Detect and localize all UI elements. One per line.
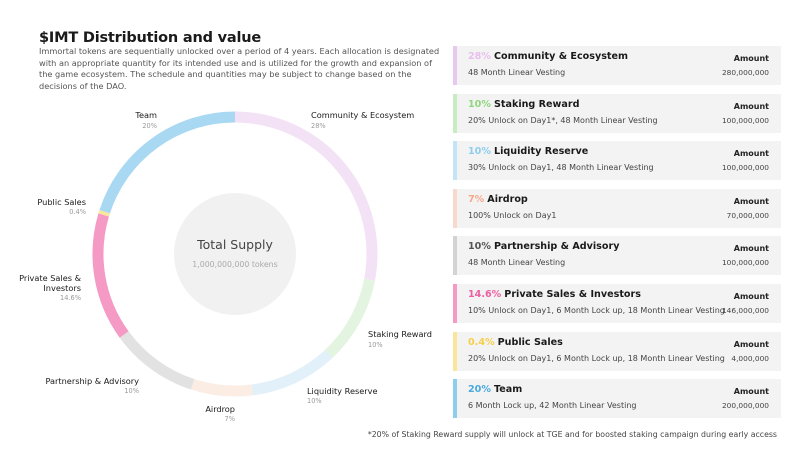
slice-label-private-sales-line2: Investors bbox=[43, 283, 81, 293]
allocation-card: 7% Airdrop 100% Unlock on Day1 Amount 70,… bbox=[453, 188, 781, 228]
allocation-vesting: 100% Unlock on Day1 bbox=[468, 210, 557, 220]
allocation-amount-label: Amount bbox=[733, 387, 769, 397]
donut-slice-community-ecosystem bbox=[234, 111, 378, 281]
allocation-vesting: 30% Unlock on Day1, 48 Month Linear Vest… bbox=[468, 163, 654, 173]
allocation-heading: 10% Partnership & Advisory bbox=[468, 241, 619, 252]
allocation-card: 14.6% Private Sales & Investors 10% Unloc… bbox=[453, 284, 781, 323]
allocation-amount-label: Amount bbox=[733, 54, 769, 63]
page-description: Immortal tokens are sequentially unlocke… bbox=[39, 46, 440, 91]
donut-slice-partnership-advisory bbox=[119, 331, 195, 390]
allocation-amount-label: Amount bbox=[733, 244, 769, 254]
donut-slice-public-sales bbox=[98, 209, 110, 217]
center-title: Total Supply bbox=[196, 237, 273, 252]
allocation-percent: 14.6% bbox=[468, 289, 502, 300]
center-disc bbox=[174, 193, 296, 315]
slice-label-private-sales-line1: Private Sales & bbox=[19, 273, 82, 283]
allocation-card: 20% Team 6 Month Lock up, 42 Month Linear… bbox=[453, 379, 781, 419]
allocation-amount: 200,000,000 bbox=[721, 401, 769, 411]
allocation-amount: 146,000,000 bbox=[721, 306, 769, 315]
allocation-percent: 10% bbox=[468, 241, 491, 253]
allocation-vesting: 20% Unlock on Day1*, 48 Month Linear Ves… bbox=[468, 115, 658, 125]
slice-pct-staking: 10% bbox=[368, 341, 383, 349]
allocation-card: 10% Partnership & Advisory 48 Month Linea… bbox=[453, 236, 781, 276]
allocation-amount: 280,000,000 bbox=[721, 68, 769, 77]
allocation-percent: 28% bbox=[468, 51, 491, 62]
allocation-vesting: 48 Month Linear Vesting bbox=[468, 258, 566, 268]
allocation-amount-label: Amount bbox=[733, 149, 769, 159]
donut-slice-team bbox=[99, 111, 236, 214]
slice-label-community: Community & Ecosystem bbox=[311, 110, 414, 120]
allocation-card: 10% Staking Reward 20% Unlock on Day1*, 4… bbox=[453, 93, 781, 133]
allocation-heading: 20% Team bbox=[468, 384, 522, 395]
slice-pct-partnership: 10% bbox=[124, 387, 139, 395]
slice-label-partnership: Partnership & Advisory bbox=[45, 376, 139, 386]
allocation-name: Liquidity Reserve bbox=[493, 146, 589, 158]
allocation-amount: 70,000,000 bbox=[726, 210, 769, 220]
allocation-amount: 100,000,000 bbox=[721, 115, 769, 125]
allocation-name: Private Sales & Investors bbox=[504, 289, 641, 300]
allocation-amount-label: Amount bbox=[733, 196, 769, 206]
allocation-color-bar bbox=[453, 331, 457, 371]
slice-pct-airdrop: 7% bbox=[225, 415, 235, 423]
donut-ring bbox=[92, 111, 378, 397]
allocation-heading: 14.6% Private Sales & Investors bbox=[468, 289, 641, 300]
distribution-donut-chart: Total Supply 1,000,000,000 tokens Commun… bbox=[19, 110, 432, 423]
allocation-amount: 100,000,000 bbox=[721, 163, 769, 173]
allocation-vesting: 20% Unlock on Day1, 6 Month Lock up, 18 … bbox=[468, 353, 725, 363]
allocation-color-bar bbox=[453, 141, 457, 181]
slice-label-staking: Staking Reward bbox=[368, 329, 432, 339]
footnote: *20% of Staking Reward supply will unloc… bbox=[367, 430, 777, 439]
allocation-name: Community & Ecosystem bbox=[493, 51, 629, 62]
allocation-color-bar bbox=[453, 236, 457, 276]
donut-slice-staking-reward bbox=[324, 278, 375, 358]
center-subtitle: 1,000,000,000 tokens bbox=[192, 260, 277, 269]
allocation-vesting: 48 Month Linear Vesting bbox=[468, 68, 566, 77]
allocation-amount-label: Amount bbox=[733, 101, 769, 111]
slice-label-public-sales: Public Sales bbox=[37, 197, 86, 207]
allocation-color-bar bbox=[453, 379, 457, 419]
slice-pct-liquidity: 10% bbox=[307, 397, 322, 405]
allocation-name: Team bbox=[493, 384, 523, 396]
slice-label-liquidity: Liquidity Reserve bbox=[307, 386, 378, 396]
allocation-amount-label: Amount bbox=[733, 339, 769, 349]
allocation-vesting: 10% Unlock on Day1, 6 Month Lock up, 18 … bbox=[468, 306, 725, 315]
allocation-percent: 10% bbox=[468, 98, 491, 110]
allocation-card: 28% Community & Ecosystem 48 Month Linear… bbox=[453, 46, 781, 85]
slice-label-airdrop: Airdrop bbox=[205, 404, 235, 414]
slice-label-team: Team bbox=[134, 110, 157, 120]
slice-pct-community: 28% bbox=[311, 122, 326, 130]
allocation-heading: 28% Community & Ecosystem bbox=[468, 51, 628, 62]
allocation-color-bar bbox=[453, 284, 457, 323]
allocation-heading: 10% Staking Reward bbox=[468, 99, 579, 110]
allocation-name: Partnership & Advisory bbox=[493, 241, 620, 253]
allocation-heading: 7% Airdrop bbox=[468, 194, 528, 205]
allocation-name: Airdrop bbox=[487, 193, 528, 205]
allocation-color-bar bbox=[453, 93, 457, 133]
allocation-percent: 0.4% bbox=[468, 336, 495, 348]
allocation-color-bar bbox=[453, 46, 457, 85]
donut-slice-private-sales-investors bbox=[92, 213, 129, 338]
slice-pct-public-sales: 0.4% bbox=[69, 208, 86, 216]
page-title: $IMT Distribution and value bbox=[39, 30, 261, 46]
allocation-percent: 7% bbox=[468, 193, 485, 205]
allocation-heading: 0.4% Public Sales bbox=[468, 337, 563, 348]
allocation-card: 10% Liquidity Reserve 30% Unlock on Day1,… bbox=[453, 141, 781, 181]
allocation-amount: 4,000,000 bbox=[731, 353, 769, 363]
slice-pct-team: 20% bbox=[142, 122, 157, 130]
slice-pct-private-sales: 14.6% bbox=[60, 294, 81, 302]
allocation-name: Public Sales bbox=[497, 336, 563, 348]
allocation-heading: 10% Liquidity Reserve bbox=[468, 146, 588, 157]
allocation-percent: 20% bbox=[468, 384, 491, 396]
allocation-vesting: 6 Month Lock up, 42 Month Linear Vesting bbox=[468, 401, 637, 411]
allocation-amount: 100,000,000 bbox=[721, 258, 769, 268]
donut-slice-airdrop bbox=[190, 379, 253, 397]
allocation-card: 0.4% Public Sales 20% Unlock on Day1, 6 M… bbox=[453, 331, 781, 371]
allocation-amount-label: Amount bbox=[733, 292, 769, 301]
allocation-percent: 10% bbox=[468, 146, 491, 158]
donut-slice-liquidity-reserve bbox=[251, 349, 333, 396]
allocation-name: Staking Reward bbox=[493, 98, 580, 110]
allocation-color-bar bbox=[453, 188, 457, 228]
